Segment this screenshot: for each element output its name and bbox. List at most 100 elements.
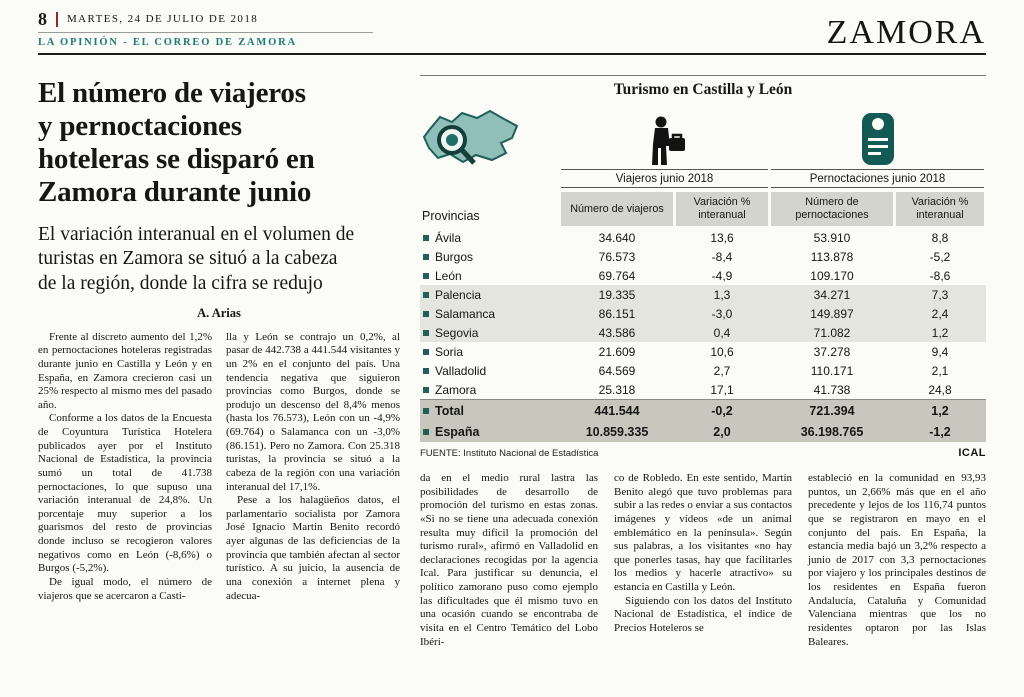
viajeros-value: 43.586 bbox=[598, 325, 636, 340]
column-header-var-viajeros: Variación % interanual bbox=[676, 192, 768, 226]
province-bullet bbox=[423, 272, 429, 279]
viajeros-variacion: 13,6 bbox=[710, 230, 734, 245]
table-row: Soria 21.609 10,6 37.278 9,4 bbox=[420, 342, 986, 361]
province-name: Zamora bbox=[435, 382, 477, 397]
group-header-viajeros: Viajeros junio 2018 bbox=[561, 169, 768, 188]
pernoctaciones-variacion: 8,8 bbox=[931, 230, 949, 245]
table-group-1: Ávila 34.640 13,6 53.910 8,8 Burgos 76.5… bbox=[420, 228, 986, 285]
body-paragraph: estableció en la comunidad en 93,93 punt… bbox=[808, 472, 986, 648]
province-bullet bbox=[423, 291, 429, 298]
pernoctaciones-value: 110.171 bbox=[810, 363, 854, 378]
province-bullet bbox=[423, 428, 429, 435]
viajeros-value: 69.764 bbox=[598, 268, 636, 283]
viajeros-value: 76.573 bbox=[598, 249, 636, 264]
table-total-row: España 10.859.335 2,0 36.198.765 -1,2 bbox=[420, 421, 986, 442]
article-column-1: Frente al discreto aumento del 1,2% en p… bbox=[38, 331, 212, 604]
page-header: 8 MARTES, 24 DE JULIO DE 2018 LA OPINIÓN… bbox=[38, 10, 986, 55]
door-hanger-icon bbox=[861, 113, 894, 165]
table-group-2: Palencia 19.335 1,3 34.271 7,3 Salamanca… bbox=[420, 285, 986, 342]
viajeros-value: 10.859.335 bbox=[585, 424, 649, 439]
pernoctaciones-variacion: 24,8 bbox=[928, 382, 952, 397]
byline: A. Arias bbox=[197, 305, 241, 320]
tourism-infographic: Turismo en Castilla y León bbox=[420, 75, 986, 459]
province-name: Salamanca bbox=[435, 306, 496, 321]
infographic-title: Turismo en Castilla y León bbox=[613, 81, 793, 98]
pernoctaciones-value: 37.278 bbox=[813, 344, 851, 359]
viajeros-variacion: 2,0 bbox=[713, 424, 731, 439]
pernoctaciones-value: 41.738 bbox=[813, 382, 851, 397]
province-name: Palencia bbox=[435, 287, 482, 302]
traveler-icon-cell bbox=[561, 115, 771, 167]
table-group-headers: Viajeros junio 2018 Pernoctaciones junio… bbox=[420, 169, 986, 188]
map-icon-cell bbox=[420, 107, 561, 167]
column-header-provincias: Provincias bbox=[422, 209, 480, 223]
body-paragraph: da en el medio rural lastra las posibili… bbox=[420, 472, 598, 648]
province-bullet bbox=[423, 234, 429, 241]
edition-date: MARTES, 24 DE JULIO DE 2018 bbox=[67, 13, 259, 25]
table-totals: Total 441.544 -0,2 721.394 1,2 España 10… bbox=[420, 399, 986, 442]
viajeros-value: 21.609 bbox=[598, 344, 636, 359]
pernoctaciones-value: 36.198.765 bbox=[800, 424, 864, 439]
headline-line: Zamora durante junio bbox=[38, 176, 312, 209]
table-row: Segovia 43.586 0,4 71.082 1,2 bbox=[420, 323, 986, 342]
table-column-headers: Provincias Número de viajeros Variación … bbox=[420, 192, 986, 226]
total-label: España bbox=[435, 424, 480, 439]
subheadline-line: El variación interanual en el volumen de bbox=[38, 224, 355, 246]
table-row: Valladolid 64.569 2,7 110.171 2,1 bbox=[420, 361, 986, 380]
province-name: Valladolid bbox=[435, 363, 487, 378]
source-text: FUENTE: Instituto Nacional de Estadístic… bbox=[420, 448, 599, 459]
subheadline-line: turistas en Zamora se situó a la cabeza bbox=[38, 248, 338, 270]
body-paragraph: Siguiendo con los datos del Instituto Na… bbox=[614, 594, 792, 634]
right-side: Turismo en Castilla y León bbox=[420, 75, 986, 649]
province-bullet bbox=[423, 253, 429, 260]
traveler-icon bbox=[652, 116, 685, 165]
viajeros-variacion: -3,0 bbox=[711, 306, 733, 321]
body-paragraph: Pese a los halagüeños datos, el parlamen… bbox=[226, 494, 400, 602]
viajeros-variacion: 2,7 bbox=[713, 363, 731, 378]
pernoctaciones-variacion: -1,2 bbox=[929, 424, 951, 439]
article-columns-bottom: da en el medio rural lastra las posibili… bbox=[420, 472, 986, 649]
source-row: FUENTE: Instituto Nacional de Estadístic… bbox=[420, 447, 986, 459]
door-hanger-icon-cell bbox=[771, 111, 984, 167]
group-header-pernoctaciones: Pernoctaciones junio 2018 bbox=[771, 169, 984, 188]
pernoctaciones-value: 34.271 bbox=[813, 287, 851, 302]
pernoctaciones-value: 53.910 bbox=[813, 230, 851, 245]
viajeros-variacion: 10,6 bbox=[710, 344, 734, 359]
total-label: Total bbox=[435, 403, 464, 418]
pernoctaciones-variacion: -8,6 bbox=[929, 268, 951, 283]
article-headline: El número de viajeros y pernoctaciones h… bbox=[38, 77, 400, 209]
subheadline-line: de la región, donde la cifra se redujo bbox=[38, 272, 323, 294]
table-row: Ávila 34.640 13,6 53.910 8,8 bbox=[420, 228, 986, 247]
province-bullet bbox=[423, 407, 429, 414]
table-group-3: Soria 21.609 10,6 37.278 9,4 Valladolid … bbox=[420, 342, 986, 399]
body-paragraph: co de Robledo. En este sentido, Martín B… bbox=[614, 472, 792, 593]
article-column-4: co de Robledo. En este sentido, Martín B… bbox=[614, 472, 792, 649]
headline-line: hoteleras se disparó en bbox=[38, 143, 315, 176]
table-total-row: Total 441.544 -0,2 721.394 1,2 bbox=[420, 400, 986, 421]
table-row: Zamora 25.318 17,1 41.738 24,8 bbox=[420, 380, 986, 399]
pernoctaciones-value: 721.394 bbox=[809, 403, 855, 418]
column-header-var-pernoctaciones: Variación % interanual bbox=[896, 192, 984, 226]
pernoctaciones-variacion: 9,4 bbox=[931, 344, 949, 359]
article-column-2: lla y León se contrajo un 0,2%, al pasar… bbox=[226, 331, 400, 604]
group-header-spacer bbox=[420, 169, 561, 188]
header-thin-rule bbox=[38, 32, 373, 33]
page-number-date: 8 MARTES, 24 DE JULIO DE 2018 bbox=[38, 10, 373, 28]
province-name: Segovia bbox=[435, 325, 479, 340]
province-bullet bbox=[423, 310, 429, 317]
lead-article: El número de viajeros y pernoctaciones h… bbox=[38, 75, 400, 649]
table-row: Burgos 76.573 -8,4 113.878 -5,2 bbox=[420, 247, 986, 266]
viajeros-value: 441.544 bbox=[594, 403, 640, 418]
agency-credit: ICAL bbox=[958, 447, 986, 459]
viajeros-value: 86.151 bbox=[598, 306, 636, 321]
pernoctaciones-value: 113.878 bbox=[810, 249, 854, 264]
column-header-num-viajeros: Número de viajeros bbox=[561, 192, 673, 226]
body-paragraph: Conforme a los datos de la Encuesta de C… bbox=[38, 412, 212, 575]
province-name: Burgos bbox=[435, 249, 474, 264]
article-column-3: da en el medio rural lastra las posibili… bbox=[420, 472, 598, 649]
table-row: Salamanca 86.151 -3,0 149.897 2,4 bbox=[420, 304, 986, 323]
body-paragraph: Frente al discreto aumento del 1,2% en p… bbox=[38, 330, 212, 411]
infographic-icons bbox=[420, 103, 986, 167]
page-number: 8 bbox=[38, 9, 47, 29]
